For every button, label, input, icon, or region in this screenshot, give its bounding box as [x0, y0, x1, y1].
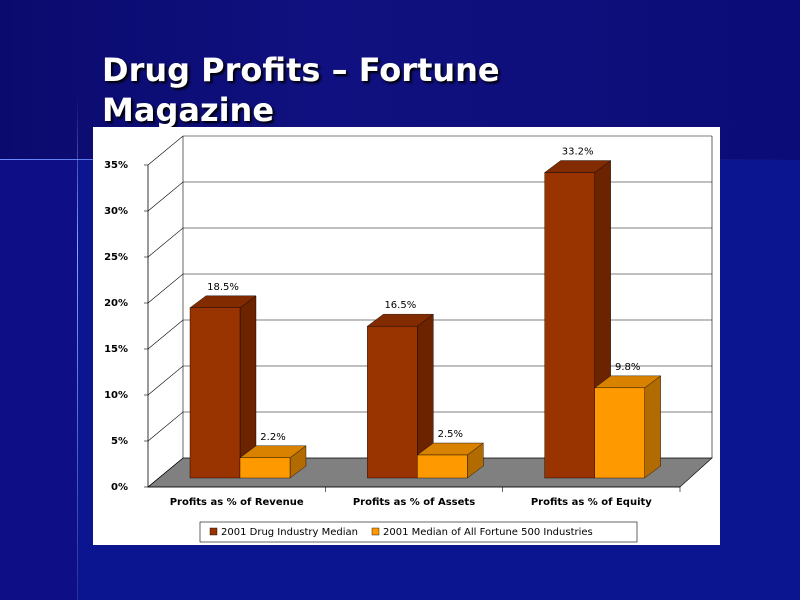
grid-line — [147, 411, 712, 442]
legend-box — [199, 521, 638, 543]
grid-line — [147, 457, 712, 488]
grid-line — [147, 365, 712, 396]
y-tick-label: 5% — [111, 436, 128, 447]
grid-line — [147, 227, 712, 258]
grid-line — [147, 273, 712, 304]
legend-label: 2001 Median of All Fortune 500 Industrie… — [383, 527, 593, 538]
legend-swatch — [209, 527, 218, 536]
x-tick-label: Profits as % of Assets — [353, 497, 475, 508]
y-tick-label: 35% — [104, 160, 128, 171]
y-tick-label: 0% — [111, 482, 128, 493]
value-label: 2.2% — [260, 432, 285, 443]
y-tick-label: 15% — [104, 344, 128, 355]
grid-line — [147, 135, 712, 166]
value-label: 9.8% — [615, 362, 640, 373]
grid-line — [147, 319, 712, 350]
bar — [189, 307, 241, 479]
y-tick-label: 20% — [104, 298, 128, 309]
value-label: 33.2% — [562, 147, 594, 158]
y-tick-label: 30% — [104, 206, 128, 217]
legend-label: 2001 Drug Industry Median — [221, 527, 358, 538]
legend-swatch — [371, 527, 380, 536]
bar — [594, 387, 645, 479]
decor — [0, 160, 78, 600]
bar-side — [644, 375, 661, 479]
bar — [367, 326, 418, 479]
x-tick-label: Profits as % of Revenue — [170, 497, 304, 508]
x-tick-label: Profits as % of Equity — [531, 497, 652, 508]
decor — [77, 95, 78, 600]
value-label: 16.5% — [384, 300, 416, 311]
y-tick-label: 10% — [104, 390, 128, 401]
value-label: 18.5% — [207, 282, 239, 293]
bar — [239, 457, 291, 479]
slide-title: Drug Profits – Fortune Magazine — [102, 51, 500, 129]
y-tick-label: 25% — [104, 252, 128, 263]
grid-line — [147, 181, 712, 212]
bar — [417, 454, 468, 479]
bar — [544, 172, 595, 479]
value-label: 2.5% — [438, 429, 463, 440]
